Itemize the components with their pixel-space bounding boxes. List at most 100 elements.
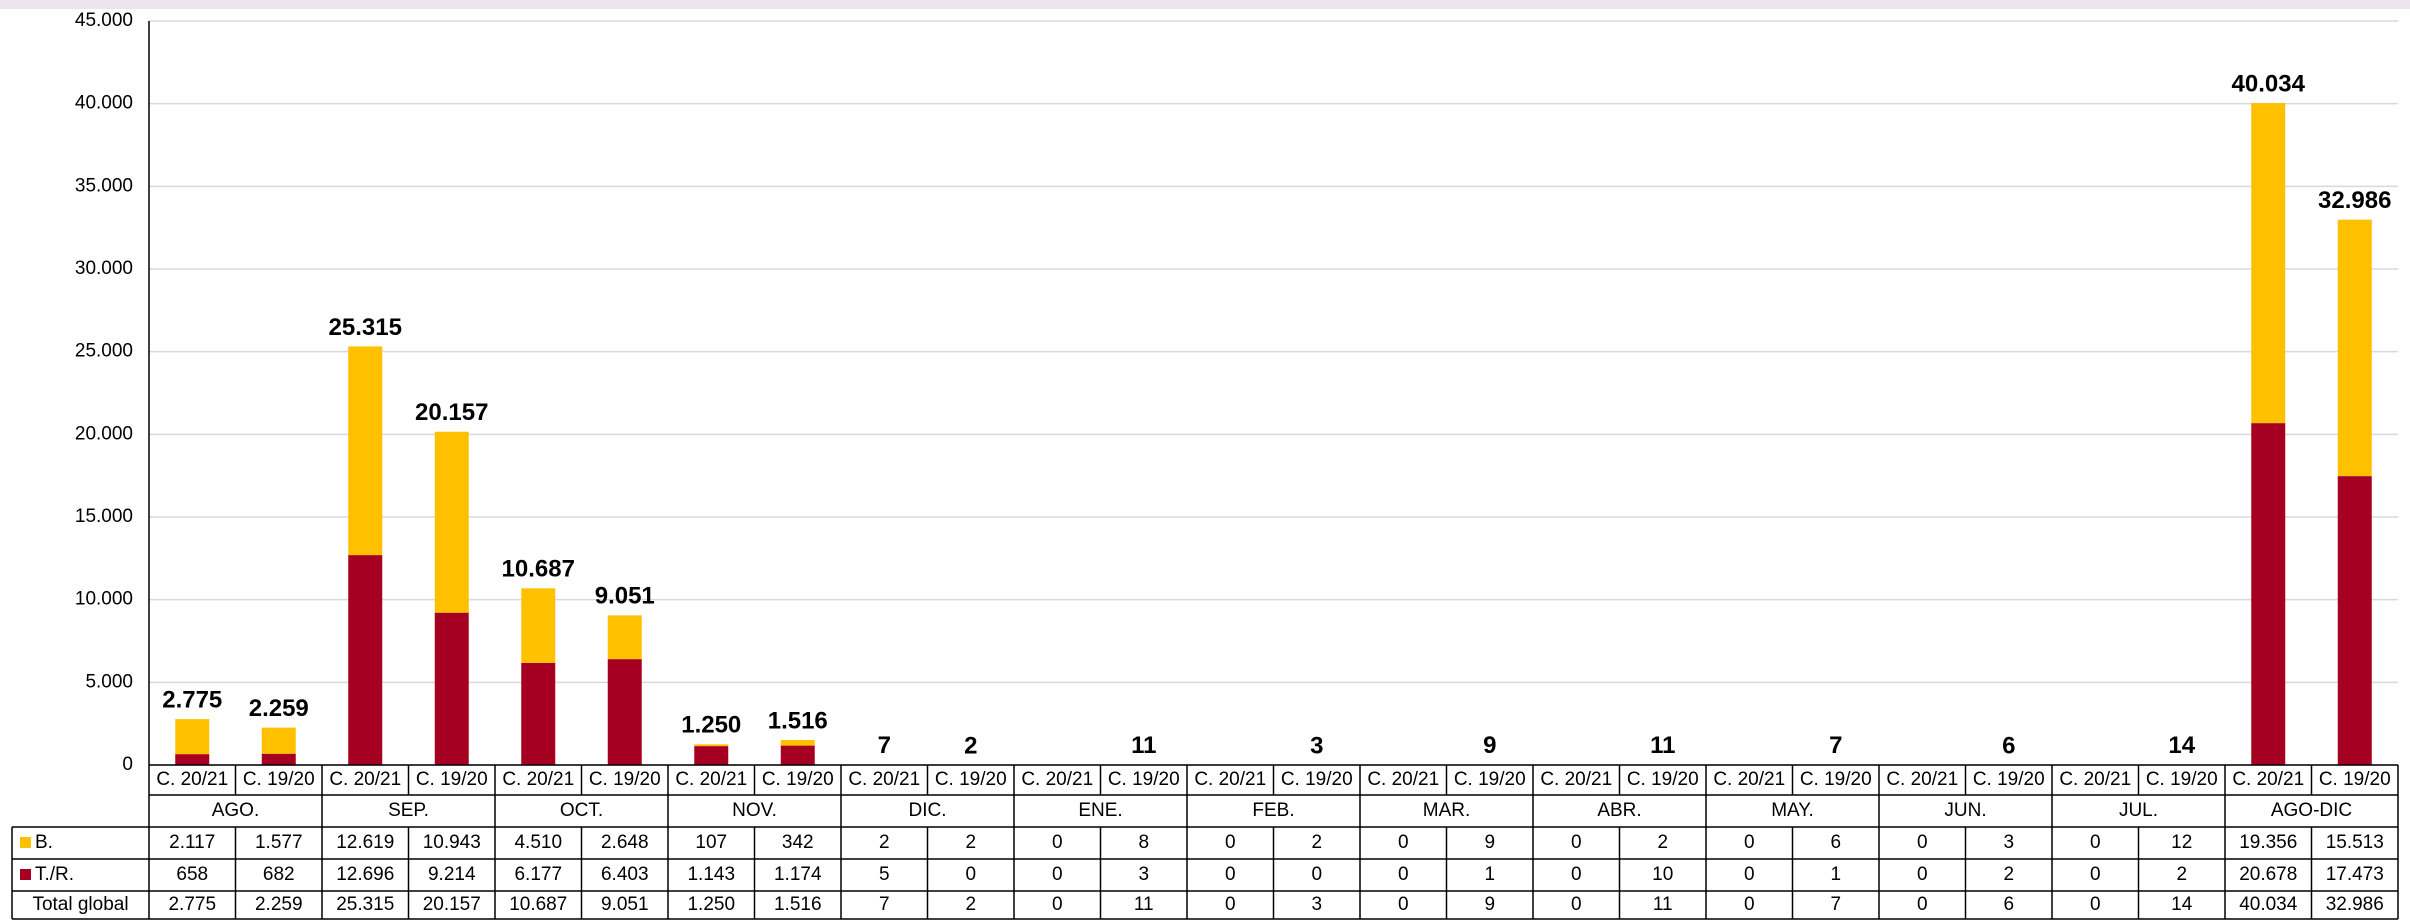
table-cell: 12.619 bbox=[336, 832, 394, 853]
total-label: 40.034 bbox=[2232, 70, 2306, 97]
table-cell: 3 bbox=[1311, 894, 1322, 915]
table-cell: 0 bbox=[1571, 832, 1582, 853]
total-label: 32.986 bbox=[2318, 187, 2391, 214]
table-cell: 1.250 bbox=[687, 894, 735, 915]
table-cell: 3 bbox=[2003, 832, 2014, 853]
x-category-label: C. 20/21 bbox=[1367, 769, 1439, 790]
table-cell: 32.986 bbox=[2326, 894, 2384, 915]
total-label: 14 bbox=[2168, 732, 2195, 759]
table-cell: 20.157 bbox=[423, 894, 481, 915]
x-group-label: NOV. bbox=[732, 800, 777, 821]
x-category-label: C. 19/20 bbox=[589, 769, 661, 790]
bar-segment bbox=[607, 615, 642, 660]
bar-segment bbox=[261, 753, 296, 765]
x-group-label: OCT. bbox=[560, 800, 603, 821]
table-cell: 0 bbox=[2090, 832, 2101, 853]
x-category-label: C. 20/21 bbox=[675, 769, 747, 790]
total-label: 11 bbox=[1131, 732, 1156, 759]
table-cell: 2 bbox=[965, 894, 976, 915]
table-cell: 0 bbox=[1398, 864, 1409, 885]
table-cell: 4.510 bbox=[514, 832, 562, 853]
y-tick-label: 20.000 bbox=[75, 423, 133, 444]
table-cell: 0 bbox=[1052, 832, 1063, 853]
x-category-label: C. 19/20 bbox=[1281, 769, 1353, 790]
table-cell: 40.034 bbox=[2239, 894, 2298, 915]
table-cell: 1.174 bbox=[774, 864, 822, 885]
x-category-label: C. 20/21 bbox=[2232, 769, 2304, 790]
table-cell: 2 bbox=[2176, 864, 2187, 885]
x-category-label: C. 20/21 bbox=[1194, 769, 1266, 790]
table-cell: 7 bbox=[879, 894, 890, 915]
bar-segment bbox=[261, 727, 296, 754]
x-category-label: C. 19/20 bbox=[1800, 769, 1872, 790]
legend-label: T./R. bbox=[35, 864, 74, 885]
table-cell: 11 bbox=[1653, 894, 1673, 915]
table-cell: 0 bbox=[1311, 864, 1322, 885]
y-tick-label: 5.000 bbox=[85, 671, 133, 692]
table-cell: 2.259 bbox=[255, 894, 303, 915]
x-category-label: C. 19/20 bbox=[762, 769, 834, 790]
table-cell: 6 bbox=[1830, 832, 1841, 853]
x-group-label: SEP. bbox=[388, 800, 429, 821]
total-label: 3 bbox=[1310, 732, 1323, 759]
table-cell: 2.775 bbox=[168, 894, 216, 915]
table-cell: 0 bbox=[1917, 832, 1928, 853]
table-cell: 12.696 bbox=[336, 864, 394, 885]
legend-label: B. bbox=[35, 832, 53, 853]
x-group-label: AGO-DIC bbox=[2271, 800, 2352, 821]
x-group-label: DIC. bbox=[909, 800, 947, 821]
table-cell: 19.356 bbox=[2239, 832, 2297, 853]
x-category-label: C. 19/20 bbox=[935, 769, 1007, 790]
x-category-label: C. 20/21 bbox=[156, 769, 228, 790]
x-category-label: C. 20/21 bbox=[1021, 769, 1093, 790]
total-label: 2 bbox=[964, 732, 977, 759]
table-cell: 12 bbox=[2171, 832, 2192, 853]
bar-segment bbox=[780, 745, 815, 765]
x-group-label: MAR. bbox=[1423, 800, 1471, 821]
x-group-label: MAY. bbox=[1771, 800, 1814, 821]
total-label: 7 bbox=[1829, 732, 1842, 759]
total-label: 25.315 bbox=[329, 314, 402, 341]
table-cell: 2 bbox=[2003, 864, 2014, 885]
table-cell: 0 bbox=[1917, 864, 1928, 885]
total-label: 1.516 bbox=[768, 707, 828, 734]
table-cell: 6.403 bbox=[601, 864, 649, 885]
table-cell: 1.577 bbox=[255, 832, 303, 853]
bar-segment bbox=[780, 739, 815, 746]
x-group-label: FEB. bbox=[1252, 800, 1294, 821]
table-cell: 20.678 bbox=[2239, 864, 2297, 885]
bar-segment bbox=[521, 662, 556, 765]
bar-segment bbox=[348, 346, 383, 556]
legend-swatch bbox=[20, 837, 31, 848]
table-cell: 2 bbox=[1311, 832, 1322, 853]
table-cell: 2.648 bbox=[601, 832, 649, 853]
bar-segment bbox=[348, 555, 383, 765]
table-cell: 0 bbox=[1052, 864, 1063, 885]
bar-segment bbox=[607, 659, 642, 765]
table-cell: 0 bbox=[1744, 894, 1755, 915]
x-group-label: AGO. bbox=[212, 800, 260, 821]
table-cell: 2.117 bbox=[169, 832, 215, 853]
bar-segment bbox=[2337, 476, 2372, 765]
x-category-label: C. 19/20 bbox=[2319, 769, 2391, 790]
y-tick-label: 45.000 bbox=[75, 10, 133, 31]
table-cell: 107 bbox=[695, 832, 727, 853]
total-label: 2.775 bbox=[162, 686, 222, 713]
table-cell: 0 bbox=[1571, 864, 1582, 885]
bar-segment bbox=[694, 746, 729, 765]
table-cell: 8 bbox=[1138, 832, 1149, 853]
table-cell: 9 bbox=[1484, 832, 1495, 853]
y-tick-label: 30.000 bbox=[75, 258, 133, 279]
table-cell: 9.051 bbox=[601, 894, 649, 915]
table-cell: 0 bbox=[1398, 832, 1409, 853]
table-cell: 342 bbox=[782, 832, 814, 853]
table-cell: 0 bbox=[2090, 864, 2101, 885]
table-cell: 9.214 bbox=[428, 864, 476, 885]
x-category-label: C. 20/21 bbox=[1540, 769, 1612, 790]
total-label: 10.687 bbox=[502, 556, 575, 583]
table-cell: 11 bbox=[1134, 894, 1154, 915]
table-cell: 0 bbox=[1052, 894, 1063, 915]
x-category-label: C. 19/20 bbox=[1627, 769, 1699, 790]
table-cell: 0 bbox=[1917, 894, 1928, 915]
